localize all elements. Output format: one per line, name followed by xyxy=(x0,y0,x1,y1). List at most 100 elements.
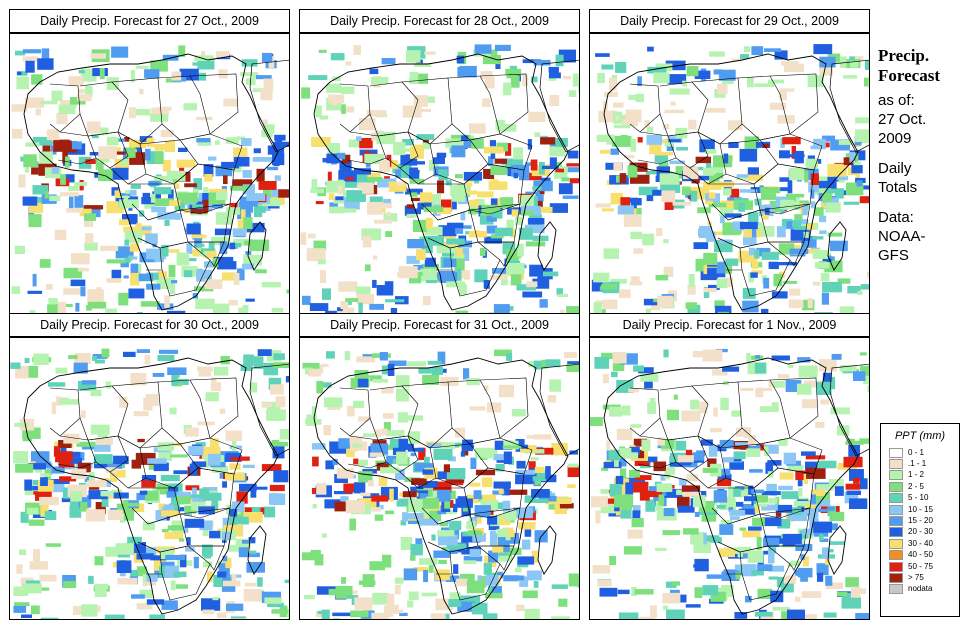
boundary-line xyxy=(449,241,501,297)
legend-label: 40 - 50 xyxy=(908,550,933,560)
legend-swatch xyxy=(889,504,903,515)
boundary-line xyxy=(137,237,163,271)
legend-label: .1 - 1 xyxy=(908,459,927,469)
boundary-line xyxy=(369,81,419,137)
boundary-line xyxy=(159,545,211,601)
legend-label: > 75 xyxy=(908,572,924,582)
boundary-line xyxy=(313,357,569,615)
boundary-line xyxy=(157,379,211,445)
side-heading-1: Precip. xyxy=(878,46,930,65)
totals-line-2: Totals xyxy=(878,179,918,196)
boundary-line xyxy=(377,435,419,473)
boundary-line xyxy=(447,379,501,445)
africa-map xyxy=(10,348,289,619)
boundary-line xyxy=(717,541,743,575)
legend-label: 30 - 40 xyxy=(908,538,933,548)
asof-date: 27 Oct. xyxy=(878,111,927,128)
legend-item: 30 - 40 xyxy=(889,538,959,549)
data-source-1: NOAA- xyxy=(878,228,926,245)
precip-map xyxy=(9,337,290,620)
boundary-line xyxy=(827,221,847,271)
precip-field xyxy=(10,348,289,619)
legend-swatch xyxy=(889,572,903,583)
boundary-line xyxy=(188,241,225,267)
boundary-line xyxy=(739,241,791,297)
boundary-line xyxy=(189,73,239,135)
legend-item: 10 - 15 xyxy=(889,504,959,515)
boundary-line xyxy=(247,221,267,271)
boundary-line xyxy=(249,363,289,457)
legend-swatch xyxy=(889,470,903,481)
boundary-line xyxy=(603,53,859,311)
totals-line-1: Daily xyxy=(878,160,912,177)
panel-title: Daily Precip. Forecast for 30 Oct., 2009 xyxy=(9,313,290,337)
panel-title: Daily Precip. Forecast for 1 Nov., 2009 xyxy=(589,313,870,337)
legend-label: 10 - 15 xyxy=(908,504,933,514)
boundary-line xyxy=(427,541,453,575)
precip-field xyxy=(301,349,579,619)
legend-item: > 75 xyxy=(889,572,959,583)
boundary-line xyxy=(249,59,289,153)
boundary-line xyxy=(827,525,847,575)
legend-label: nodata xyxy=(908,584,933,594)
boundary-line xyxy=(339,387,371,437)
legend-item: .1 - 1 xyxy=(889,458,959,470)
legend-item: 5 - 10 xyxy=(889,493,959,504)
boundary-line xyxy=(537,525,557,575)
precip-map xyxy=(299,33,580,316)
legend-label: 20 - 30 xyxy=(908,527,933,537)
legend-swatch xyxy=(889,538,903,549)
legend-swatch xyxy=(889,527,903,538)
asof-label: as of: xyxy=(878,92,915,109)
boundary-line xyxy=(79,81,129,137)
boundary-line xyxy=(537,221,557,271)
boundary-line xyxy=(377,131,419,169)
legend-swatch xyxy=(889,550,903,561)
precip-field xyxy=(11,45,289,315)
panel-title: Daily Precip. Forecast for 27 Oct., 2009 xyxy=(9,9,290,33)
boundary-line xyxy=(87,435,129,473)
precip-map xyxy=(589,337,870,620)
boundary-line xyxy=(449,545,501,601)
legend-item: 1 - 2 xyxy=(889,470,959,481)
africa-map xyxy=(300,44,579,315)
boundary-line xyxy=(369,385,419,441)
side-info: Precip. Forecast as of: 27 Oct. 2009 Dai… xyxy=(878,46,964,265)
boundary-line xyxy=(739,545,791,601)
boundary-line xyxy=(313,53,569,311)
legend-title: PPT (mm) xyxy=(894,430,946,442)
side-heading-2: Forecast xyxy=(878,66,940,85)
legend-item: 50 - 75 xyxy=(889,561,959,572)
panel-title: Daily Precip. Forecast for 28 Oct., 2009 xyxy=(299,9,580,33)
legend-swatch xyxy=(889,459,903,470)
africa-map xyxy=(301,349,579,619)
legend-item: 40 - 50 xyxy=(889,550,959,561)
boundary-line xyxy=(173,163,235,215)
boundary-line xyxy=(768,241,805,267)
boundary-line xyxy=(463,467,525,519)
boundary-line xyxy=(463,163,525,215)
precip-map xyxy=(299,337,580,620)
panel-title: Daily Precip. Forecast for 29 Oct., 2009 xyxy=(589,9,870,33)
boundary-line xyxy=(137,541,163,575)
boundary-line xyxy=(539,363,579,457)
legend-item: 20 - 30 xyxy=(889,527,959,538)
boundary-line xyxy=(603,357,859,615)
boundary-line xyxy=(769,377,819,439)
boundary-line xyxy=(659,385,709,441)
boundary-line xyxy=(159,241,211,297)
boundary-line xyxy=(23,53,279,311)
africa-map xyxy=(591,44,869,315)
boundary-line xyxy=(157,75,211,141)
legend-item: 2 - 5 xyxy=(889,481,959,492)
legend-label: 2 - 5 xyxy=(908,481,925,491)
boundary-line xyxy=(87,131,129,169)
precip-map xyxy=(9,33,290,316)
boundary-line xyxy=(829,59,869,153)
boundary-line xyxy=(829,363,869,457)
boundary-line xyxy=(737,75,791,141)
boundary-line xyxy=(188,545,225,571)
boundary-line xyxy=(447,75,501,141)
boundary-line xyxy=(667,435,709,473)
